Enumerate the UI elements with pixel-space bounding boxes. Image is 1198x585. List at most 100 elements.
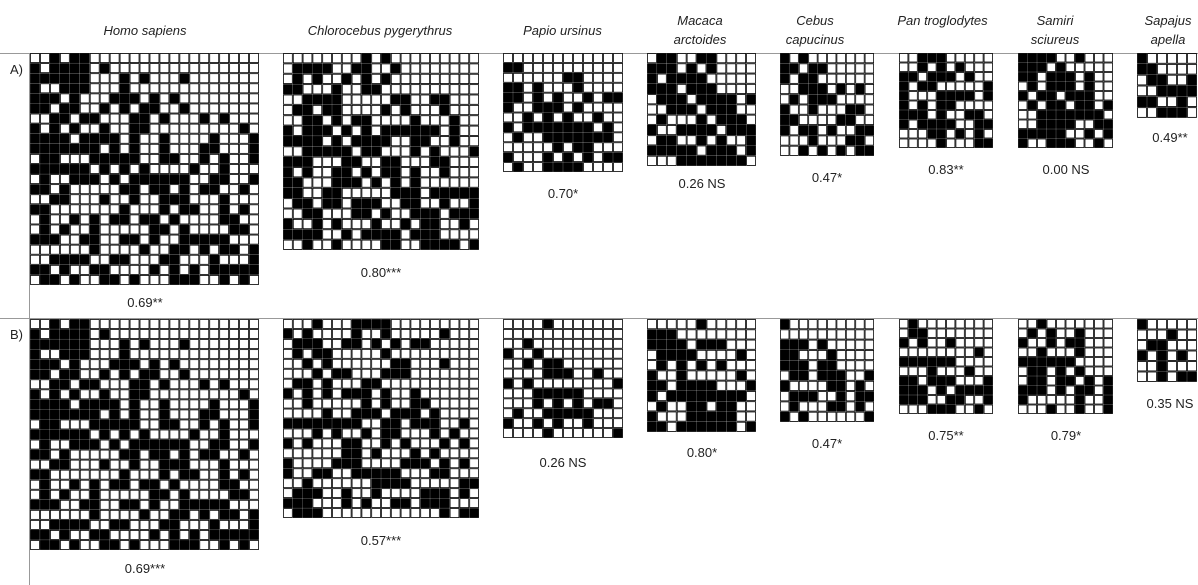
matrix-cell xyxy=(647,411,657,422)
matrix-cell xyxy=(302,156,313,167)
matrix-cell xyxy=(239,329,249,339)
matrix-cell xyxy=(129,254,140,265)
matrix-cell xyxy=(543,122,553,133)
matrix-cell xyxy=(199,519,210,530)
matrix-cell xyxy=(964,91,975,101)
matrix-cell xyxy=(381,319,391,329)
matrix-cell xyxy=(249,83,259,94)
matrix-cell xyxy=(159,275,170,285)
matrix-cell xyxy=(109,359,120,370)
matrix-cell xyxy=(159,153,170,164)
matrix-cell xyxy=(69,204,80,215)
matrix-cell xyxy=(864,145,874,156)
matrix-cell xyxy=(50,459,60,470)
matrix-cell xyxy=(50,184,60,195)
matrix-cell xyxy=(563,378,573,389)
matrix-cell xyxy=(50,194,60,205)
matrix-cell xyxy=(657,53,667,64)
matrix-cell xyxy=(420,198,430,209)
matrix-cell xyxy=(410,438,421,449)
matrix-cell xyxy=(332,498,342,508)
matrix-cell xyxy=(390,167,401,178)
matrix-cell xyxy=(716,135,727,146)
matrix-cell xyxy=(657,349,667,360)
matrix-cell xyxy=(189,214,200,225)
matrix-cell xyxy=(459,84,470,95)
matrix-cell xyxy=(553,388,563,399)
matrix-cell xyxy=(341,167,352,178)
matrix-cell xyxy=(189,133,200,144)
matrix-cell xyxy=(400,115,411,126)
matrix-cell xyxy=(50,143,60,154)
matrix-cell xyxy=(199,153,210,164)
matrix-cell xyxy=(381,339,391,349)
matrix-cell xyxy=(410,73,421,84)
matrix-cell xyxy=(789,125,799,136)
matrix-cell xyxy=(109,264,120,275)
matrix-cell xyxy=(1084,366,1094,376)
matrix-cell xyxy=(657,94,667,105)
matrix-cell xyxy=(716,421,727,432)
matrix-cell xyxy=(1094,91,1104,101)
matrix-cell xyxy=(229,449,239,460)
matrix-cell xyxy=(199,349,210,360)
matrix-cell xyxy=(543,338,553,349)
matrix-cell xyxy=(69,234,80,245)
matrix-cell xyxy=(1187,319,1197,330)
matrix-cell xyxy=(927,91,937,101)
matrix-cell xyxy=(420,468,430,479)
matrix-cell xyxy=(449,339,460,349)
matrix-cell xyxy=(292,319,303,329)
matrix-cell xyxy=(129,499,140,510)
matrix-cell xyxy=(908,81,918,91)
matrix-cell xyxy=(302,63,313,74)
matrix-cell xyxy=(946,319,956,329)
matrix-cell xyxy=(696,94,707,105)
matrix-cell xyxy=(410,239,421,250)
matrix-cell xyxy=(30,359,40,370)
matrix-cell xyxy=(533,112,543,123)
matrix-cell xyxy=(716,390,727,402)
matrix-cell xyxy=(79,174,90,185)
matrix-cell xyxy=(666,421,677,432)
matrix-cell xyxy=(686,83,697,94)
matrix-cell xyxy=(159,319,170,329)
matrix-cell xyxy=(523,142,533,153)
matrix-cell xyxy=(312,368,323,379)
matrix-cell xyxy=(469,156,479,167)
matrix-cell xyxy=(139,93,150,104)
matrix-cell xyxy=(169,349,180,360)
matrix-cell xyxy=(50,93,60,104)
matrix-cell xyxy=(129,153,140,164)
matrix-cell xyxy=(371,208,381,219)
matrix-cell xyxy=(169,359,180,370)
matrix-cell xyxy=(302,398,313,409)
matrix-cell xyxy=(302,508,313,518)
matrix-cell xyxy=(410,458,421,469)
matrix-cell xyxy=(410,358,421,369)
matrix-cell xyxy=(459,167,470,178)
matrix-cell xyxy=(1157,350,1167,361)
matrix-cell xyxy=(69,409,80,420)
matrix-cell xyxy=(845,53,856,64)
matrix-cell xyxy=(199,459,210,470)
matrix-cell xyxy=(736,349,746,360)
matrix-cell xyxy=(533,122,543,133)
matrix-cell xyxy=(390,508,401,518)
matrix-cell xyxy=(613,418,623,428)
matrix-cell xyxy=(249,194,259,205)
matrix-cell xyxy=(1103,357,1113,367)
matrix-cell xyxy=(706,339,717,350)
matrix-cell xyxy=(292,84,303,95)
matrix-cell xyxy=(543,162,553,172)
matrix-cell xyxy=(430,408,440,419)
matrix-cell xyxy=(726,380,737,391)
matrix-cell xyxy=(983,81,993,91)
matrix-cell xyxy=(439,428,450,439)
matrix-cell xyxy=(1046,110,1056,120)
matrix-cell xyxy=(169,224,180,235)
matrix-cell xyxy=(459,468,470,479)
matrix-cell xyxy=(503,92,513,103)
matrix-cell xyxy=(361,388,372,399)
matrix-cell xyxy=(89,184,100,195)
